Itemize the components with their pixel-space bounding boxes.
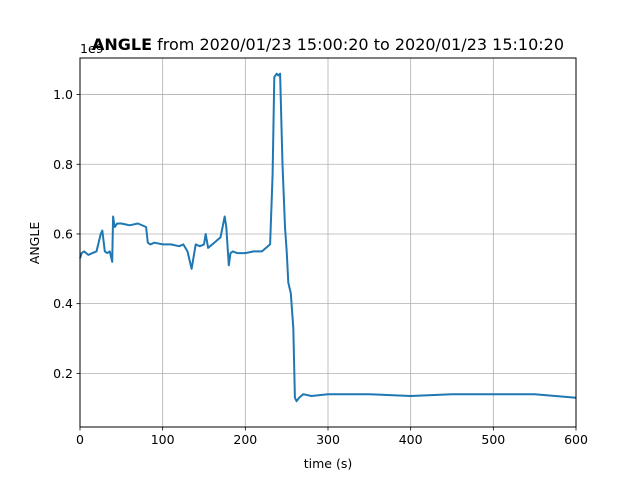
y-axis-ticks: 0.2 0.4 0.6 0.8 1.0 — [53, 87, 80, 381]
series-line — [79, 72, 577, 403]
x-axis-label: time (s) — [304, 456, 352, 471]
y-tick-label: 0.8 — [53, 157, 73, 172]
grid-lines — [79, 58, 577, 427]
x-tick-label: 600 — [564, 432, 588, 447]
chart-title-rest: from 2020/01/23 15:00:20 to 2020/01/23 1… — [152, 35, 564, 54]
x-tick-label: 200 — [233, 432, 257, 447]
y-axis-label: ANGLE — [27, 222, 42, 265]
y-tick-label: 1.0 — [53, 87, 73, 102]
y-tick-label: 0.6 — [53, 226, 73, 241]
y-offset-text: 1e9 — [80, 41, 104, 56]
data-line-group — [79, 72, 577, 403]
chart-title: ANGLE from 2020/01/23 15:00:20 to 2020/0… — [92, 35, 564, 54]
y-tick-label: 0.4 — [53, 296, 73, 311]
y-tick-label: 0.2 — [53, 366, 73, 381]
x-tick-label: 400 — [399, 432, 423, 447]
x-tick-label: 100 — [151, 432, 175, 447]
x-tick-label: 0 — [76, 432, 84, 447]
x-axis-ticks: 0 100 200 300 400 500 600 — [76, 427, 588, 447]
x-tick-label: 300 — [316, 432, 340, 447]
x-tick-label: 500 — [481, 432, 505, 447]
chart-title-bold: ANGLE — [92, 35, 152, 54]
